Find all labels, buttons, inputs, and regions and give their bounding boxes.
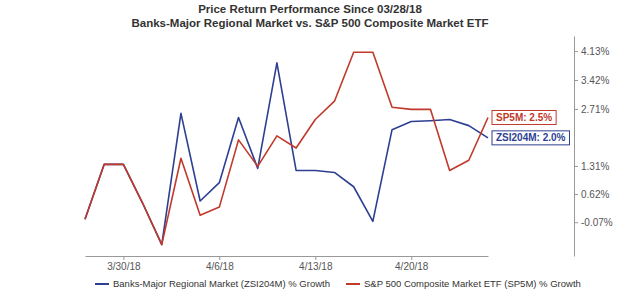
- x-tick: 4/20/18: [395, 256, 429, 272]
- y-tick-mark: [574, 51, 578, 52]
- title: Price Return Performance Since 03/28/18: [198, 3, 422, 15]
- chart: Price Return Performance Since 03/28/18 B…: [0, 0, 620, 297]
- x-tick-mark: [123, 256, 124, 260]
- x-tick-label: 3/30/18: [107, 261, 141, 272]
- y-tick-label: 0.62%: [581, 189, 609, 200]
- y-tick: 3.42%: [574, 75, 609, 86]
- y-tick: -0.07%: [574, 217, 613, 228]
- annotation: ZSI204M: 2.0%: [492, 131, 569, 145]
- annotation-box: [492, 110, 556, 124]
- y-tick-mark: [574, 222, 578, 223]
- subtitle: Banks-Major Regional Market vs. S&P 500 …: [131, 17, 488, 29]
- series-line: [85, 63, 488, 245]
- annotation-box: [492, 131, 569, 145]
- legend-swatch: [95, 283, 109, 285]
- y-axis: -0.07% 0.62% 1.31% 2.71% 3.42% 4.13%: [574, 37, 613, 257]
- x-tick-mark: [315, 256, 316, 260]
- legend-swatch: [346, 283, 360, 285]
- y-tick-label: 4.13%: [581, 46, 609, 57]
- x-tick-label: 4/6/18: [206, 261, 234, 272]
- y-tick-label: -0.07%: [581, 217, 613, 228]
- x-tick: 3/30/18: [107, 256, 141, 272]
- x-tick-mark: [411, 256, 412, 260]
- x-tick-label: 4/20/18: [395, 261, 429, 272]
- legend: Banks-Major Regional Market (ZSI204M) % …: [95, 278, 581, 289]
- y-tick-mark: [574, 194, 578, 195]
- y-tick-mark: [574, 109, 578, 110]
- y-axis-line: [574, 37, 575, 257]
- series-line: [85, 52, 488, 244]
- annotation-label: ZSI204M: 2.0%: [496, 132, 566, 143]
- y-tick: 2.71%: [574, 104, 609, 115]
- y-tick-mark: [574, 80, 578, 81]
- y-tick: 0.62%: [574, 189, 609, 200]
- y-tick-label: 1.31%: [581, 161, 609, 172]
- legend-label: S&P 500 Composite Market ETF (SP5M) % Gr…: [364, 278, 581, 289]
- annotation-label: SP5M: 2.5%: [496, 112, 552, 123]
- legend-item: Banks-Major Regional Market (ZSI204M) % …: [95, 278, 330, 289]
- y-tick: 1.31%: [574, 161, 609, 172]
- x-tick-mark: [219, 256, 220, 260]
- y-tick-mark: [574, 166, 578, 167]
- x-tick-label: 4/13/18: [299, 261, 333, 272]
- annotations: ZSI204M: 2.0% SP5M: 2.5%: [492, 110, 569, 144]
- x-axis: 3/30/18 4/6/18 4/13/18 4/20/18: [86, 256, 489, 272]
- x-tick: 4/6/18: [206, 256, 234, 272]
- annotation: SP5M: 2.5%: [492, 110, 556, 124]
- legend-item: S&P 500 Composite Market ETF (SP5M) % Gr…: [346, 278, 581, 289]
- legend-label: Banks-Major Regional Market (ZSI204M) % …: [113, 278, 330, 289]
- y-tick-label: 3.42%: [581, 75, 609, 86]
- x-axis-line: [86, 256, 489, 257]
- x-tick: 4/13/18: [299, 256, 333, 272]
- y-tick: 4.13%: [574, 46, 609, 57]
- lines: [85, 52, 488, 244]
- y-tick-label: 2.71%: [581, 104, 609, 115]
